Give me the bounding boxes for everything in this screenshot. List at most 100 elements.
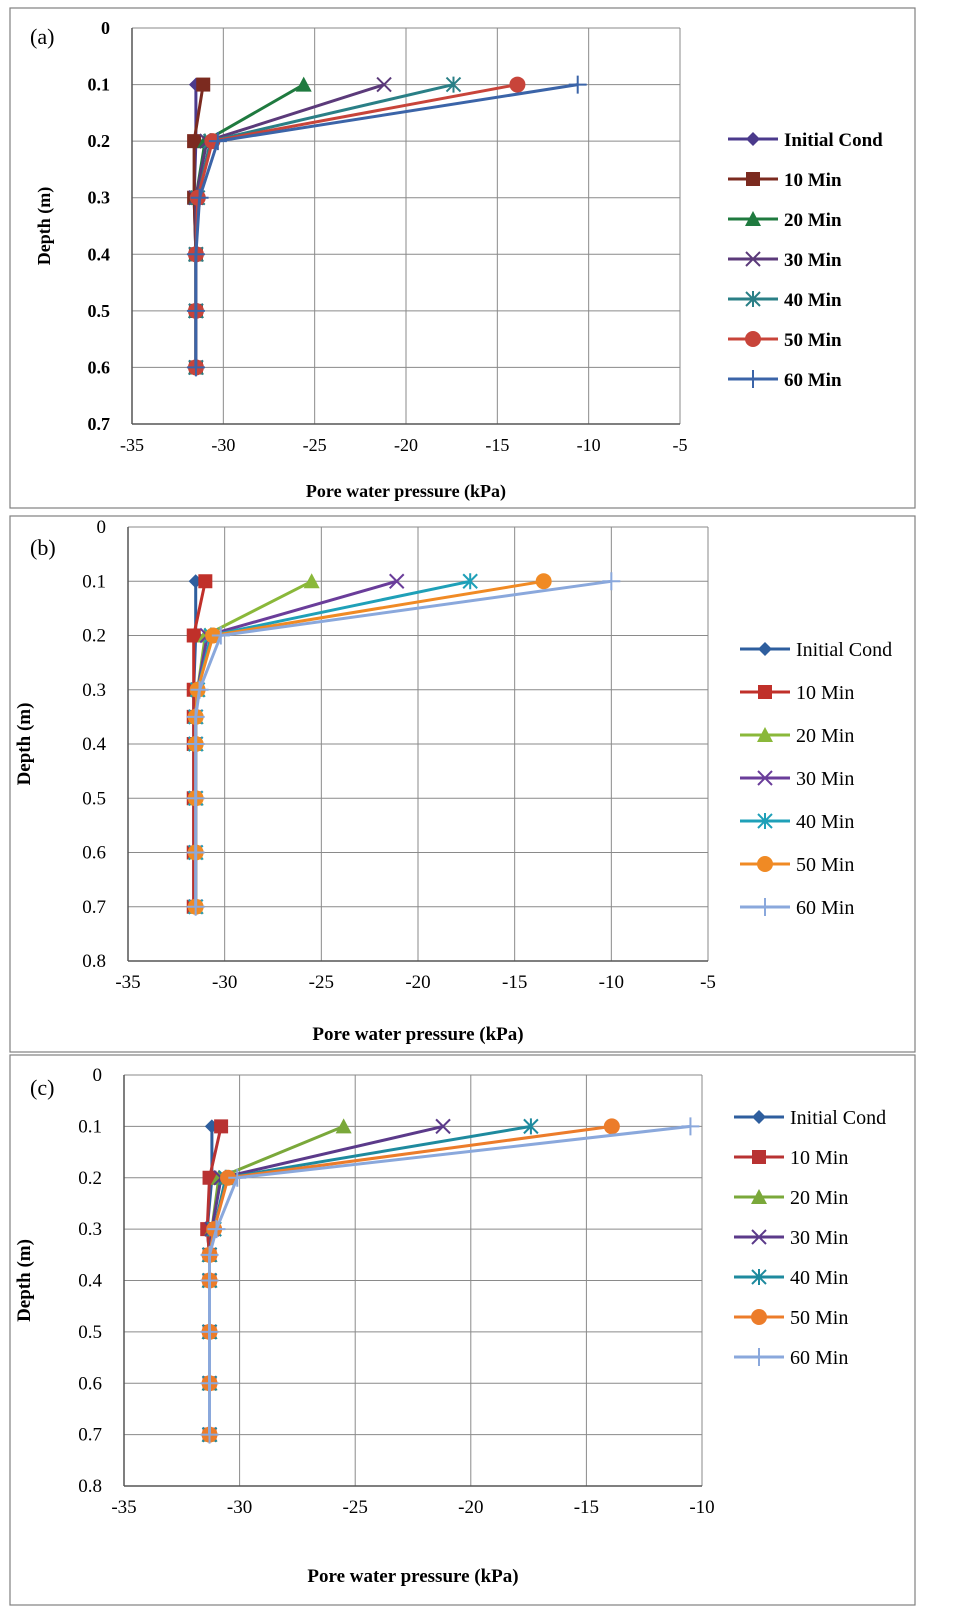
series-line [192,580,207,907]
legend-marker [745,291,761,307]
y-tick-label: 0.3 [82,680,106,701]
y-tick-label: 0.4 [82,734,106,755]
data-point [389,573,405,589]
y-tick-label: 0.6 [88,357,111,377]
legend-marker [745,331,761,347]
legend-marker [751,1309,767,1325]
data-point [295,76,312,92]
y-tick-label: 0.5 [78,1322,102,1343]
legend-marker [751,1269,767,1285]
data-point [228,1168,247,1187]
x-tick-label: -30 [211,435,235,455]
legend: Initial Cond 10 Min 20 Min 30 Min 40 Min 50 M… [728,130,883,391]
data-point [509,76,526,93]
y-tick-label: 0.6 [82,843,106,864]
data-point [568,75,587,94]
legend-label: 10 Min [796,682,854,704]
data-point [200,1374,219,1393]
y-tick-label: 0.7 [88,414,111,434]
legend-marker [757,856,773,872]
x-tick-label: -10 [599,972,624,993]
legend-label: 40 Min [784,290,842,311]
legend-label: 20 Min [784,210,842,231]
legend-marker [757,727,773,742]
data-point [186,789,205,808]
chart-panel: -35 -30 -25 -20 -15 -10 -5 0 0.1 0.2 0.3 0.4 0.5 0.6 0… [9,515,916,1053]
data-point [303,573,320,589]
y-tick-label: 0.6 [78,1373,102,1394]
data-point [435,1118,451,1135]
data-point [190,188,209,207]
x-tick-label: -35 [120,435,144,455]
data-point [186,707,205,726]
data-point [200,1322,219,1341]
data-point [335,1118,352,1134]
data-point [186,735,205,753]
data-point [186,628,201,643]
legend-marker [752,1150,766,1164]
legend-label: Initial Cond [796,639,892,661]
y-tick-label: 0.8 [82,951,106,972]
legend-label: 50 Min [784,330,842,351]
x-tick-label: -30 [227,1497,252,1518]
data-point [186,301,205,320]
data-point [186,897,205,916]
x-tick-label: -20 [458,1497,483,1518]
y-tick-label: 0.8 [78,1476,102,1497]
data-point [200,1425,219,1444]
panel-border [9,1054,916,1606]
legend-label: 20 Min [796,725,854,747]
data-point [187,134,202,149]
legend-label: 10 Min [784,170,842,191]
y-tick-label: 0.2 [88,131,111,151]
data-point [462,573,478,590]
x-tick-label: -15 [502,972,527,993]
x-tick-label: -20 [405,972,430,993]
data-point [208,132,227,151]
legend-label: 30 Min [790,1227,848,1249]
x-tick-label: -25 [303,435,327,455]
legend: Initial Cond 10 Min 20 Min 30 Min 40 Min 50 M… [734,1107,886,1369]
y-axis-label: Depth (m) [14,1239,35,1322]
data-point [186,358,205,377]
legend-marker [746,172,760,186]
x-axis-label: Pore water pressure (kPa) [312,1024,523,1045]
x-tick-label: -10 [577,435,601,455]
x-tick-label: -5 [700,972,716,993]
chart-panel: -35 -30 -25 -20 -15 -10 -5 0 0.1 0.2 0.3 0.4 0.5 0.6 0… [9,7,916,509]
data-point [200,1245,219,1264]
x-tick-label: -20 [394,435,418,455]
data-point [376,76,392,93]
data-point [200,1271,219,1290]
data-point [214,1119,229,1134]
data-point [602,572,621,591]
panel-label: (c) [30,1075,54,1100]
x-tick-label: -15 [574,1497,599,1518]
x-tick-label: -25 [343,1497,368,1518]
x-tick-label: -35 [115,972,140,993]
legend-marker [750,1348,768,1366]
x-axis-label: Pore water pressure (kPa) [306,481,506,502]
data-point [190,680,209,699]
x-tick-label: -25 [309,972,334,993]
y-tick-label: 0.3 [78,1219,102,1240]
y-tick-label: 0.1 [88,75,111,95]
data-point [186,245,205,264]
data-point [445,76,462,93]
legend-label: 20 Min [790,1187,848,1209]
legend-marker [745,251,761,267]
legend-label: 60 Min [784,370,842,391]
y-tick-label: 0.7 [82,897,106,918]
data-point [603,1118,620,1135]
series-line [194,83,518,368]
x-tick-label: -35 [111,1497,136,1518]
y-tick-label: 0.7 [78,1425,102,1446]
y-tick-label: 0.1 [82,571,106,592]
legend-label: 60 Min [790,1347,848,1369]
y-tick-label: 0.4 [78,1271,102,1292]
legend: Initial Cond 10 Min 20 Min 30 Min 40 Min 50 M… [740,639,892,919]
legend-marker [758,642,772,656]
data-point [535,573,552,590]
